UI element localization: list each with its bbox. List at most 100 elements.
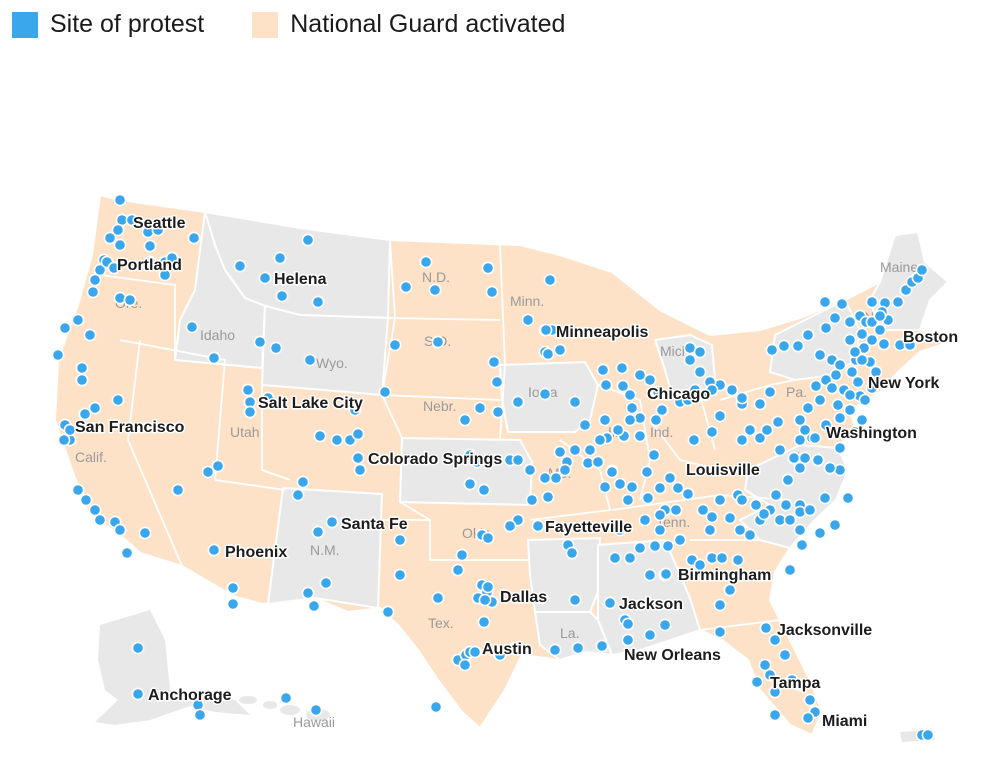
city-label-fayetteville: Fayetteville xyxy=(545,519,632,536)
protest-site-dot xyxy=(309,703,323,717)
protest-site-dot xyxy=(463,477,477,491)
protest-site-dot xyxy=(451,563,465,577)
protest-site-dot xyxy=(486,453,500,467)
protest-site-dot xyxy=(779,498,793,512)
protest-site-dot xyxy=(381,605,395,619)
protest-site-dot xyxy=(623,551,637,565)
protest-site-dot xyxy=(107,261,121,275)
protest-site-dot xyxy=(477,483,491,497)
protest-site-dot xyxy=(621,633,635,647)
protest-site-dot xyxy=(681,487,695,501)
protest-site-dot xyxy=(793,461,807,475)
protest-site-dot xyxy=(663,471,677,485)
protest-site-dot xyxy=(625,480,639,494)
protest-site-dot xyxy=(823,461,837,475)
protest-site-dot xyxy=(301,233,315,247)
protest-site-dot xyxy=(693,558,707,572)
protest-site-dot xyxy=(731,553,745,567)
protest-site-dot xyxy=(803,693,817,707)
protest-site-dot xyxy=(621,493,635,507)
protest-site-dot xyxy=(296,475,310,489)
state-label-ind: Ind. xyxy=(650,424,673,440)
protest-site-dot xyxy=(351,427,365,441)
city-label-seattle: Seattle xyxy=(133,215,186,232)
protest-site-dot xyxy=(535,591,549,605)
protest-site-dot xyxy=(623,413,637,427)
protest-site-dot xyxy=(851,375,865,389)
protest-site-dot xyxy=(311,295,325,309)
protest-site-dot xyxy=(541,490,555,504)
protest-site-dot xyxy=(783,513,797,527)
protest-site-dot xyxy=(760,423,774,437)
protest-site-dot xyxy=(598,413,612,427)
city-label-new-york: New York xyxy=(868,375,940,392)
protest-site-dot xyxy=(753,431,767,445)
protest-site-dot xyxy=(490,375,504,389)
state-label-maine: Maine xyxy=(880,259,918,275)
protest-site-dot xyxy=(793,678,807,692)
protest-site-dot xyxy=(765,343,779,357)
protest-site-dot xyxy=(640,465,654,479)
state-label-pa: Pa. xyxy=(786,384,807,400)
protest-site-dot xyxy=(769,488,783,502)
protest-site-dot xyxy=(478,593,492,607)
protest-site-dot xyxy=(57,433,71,447)
protest-site-dot xyxy=(539,323,553,337)
protest-site-dot xyxy=(541,347,555,361)
protest-site-dot xyxy=(531,519,545,533)
protest-site-dot xyxy=(833,441,847,455)
city-label-chicago: Chicago xyxy=(647,386,710,403)
protest-site-dot xyxy=(598,480,612,494)
protest-site-dot xyxy=(330,433,344,447)
city-label-santa-fe: Santa Fe xyxy=(341,516,408,533)
protest-site-dot xyxy=(311,525,325,539)
protest-site-dot xyxy=(613,523,627,537)
protest-site-dot xyxy=(603,596,617,610)
city-label-salt-lake-city: Salt Lake City xyxy=(258,395,363,412)
protest-site-dot xyxy=(521,313,535,327)
protest-site-dot xyxy=(151,223,165,237)
protest-site-dot xyxy=(655,403,669,417)
protest-site-dot xyxy=(399,280,413,294)
protest-site-dot xyxy=(633,541,647,555)
protest-site-dot xyxy=(768,685,782,699)
protest-site-dot xyxy=(493,648,507,662)
protest-site-dot xyxy=(51,348,65,362)
city-label-austin: Austin xyxy=(482,641,532,658)
protest-site-dot xyxy=(841,491,855,505)
protest-site-dot xyxy=(431,335,445,349)
city-label-colorado-springs: Colorado Springs xyxy=(368,451,502,468)
protest-site-dot xyxy=(649,413,663,427)
protest-site-dot xyxy=(241,383,255,397)
protest-site-dot xyxy=(798,423,812,437)
protest-site-dot xyxy=(571,641,585,655)
protest-site-dot xyxy=(643,373,657,387)
protest-site-dot xyxy=(793,523,807,537)
protest-site-dot xyxy=(351,451,365,465)
protest-site-dot xyxy=(653,481,667,495)
protest-site-dot xyxy=(226,597,240,611)
protest-site-dot xyxy=(307,599,321,613)
protest-site-dot xyxy=(781,473,795,487)
protest-site-dot xyxy=(808,431,822,445)
protest-site-dot xyxy=(768,708,782,722)
protest-site-dot xyxy=(523,463,537,477)
protest-site-dot xyxy=(348,403,362,417)
protest-site-dot xyxy=(275,289,289,303)
protest-site-dot xyxy=(269,341,283,355)
protest-site-dot xyxy=(828,518,842,532)
protest-site-dot xyxy=(111,393,125,407)
protest-site-dot xyxy=(558,463,572,477)
city-label-helena: Helena xyxy=(274,271,327,288)
protest-site-dot xyxy=(683,353,697,367)
protest-site-dot xyxy=(705,383,719,397)
protest-site-dot xyxy=(735,493,749,507)
protest-site-dot xyxy=(226,581,240,595)
protest-site-dot xyxy=(865,333,879,347)
protest-site-dot xyxy=(891,295,905,309)
protest-site-dot xyxy=(743,423,757,437)
protest-site-dot xyxy=(319,576,333,590)
protest-site-dot xyxy=(715,551,729,565)
protest-dot-layer xyxy=(51,193,935,742)
state-label-idaho: Idaho xyxy=(200,327,235,343)
